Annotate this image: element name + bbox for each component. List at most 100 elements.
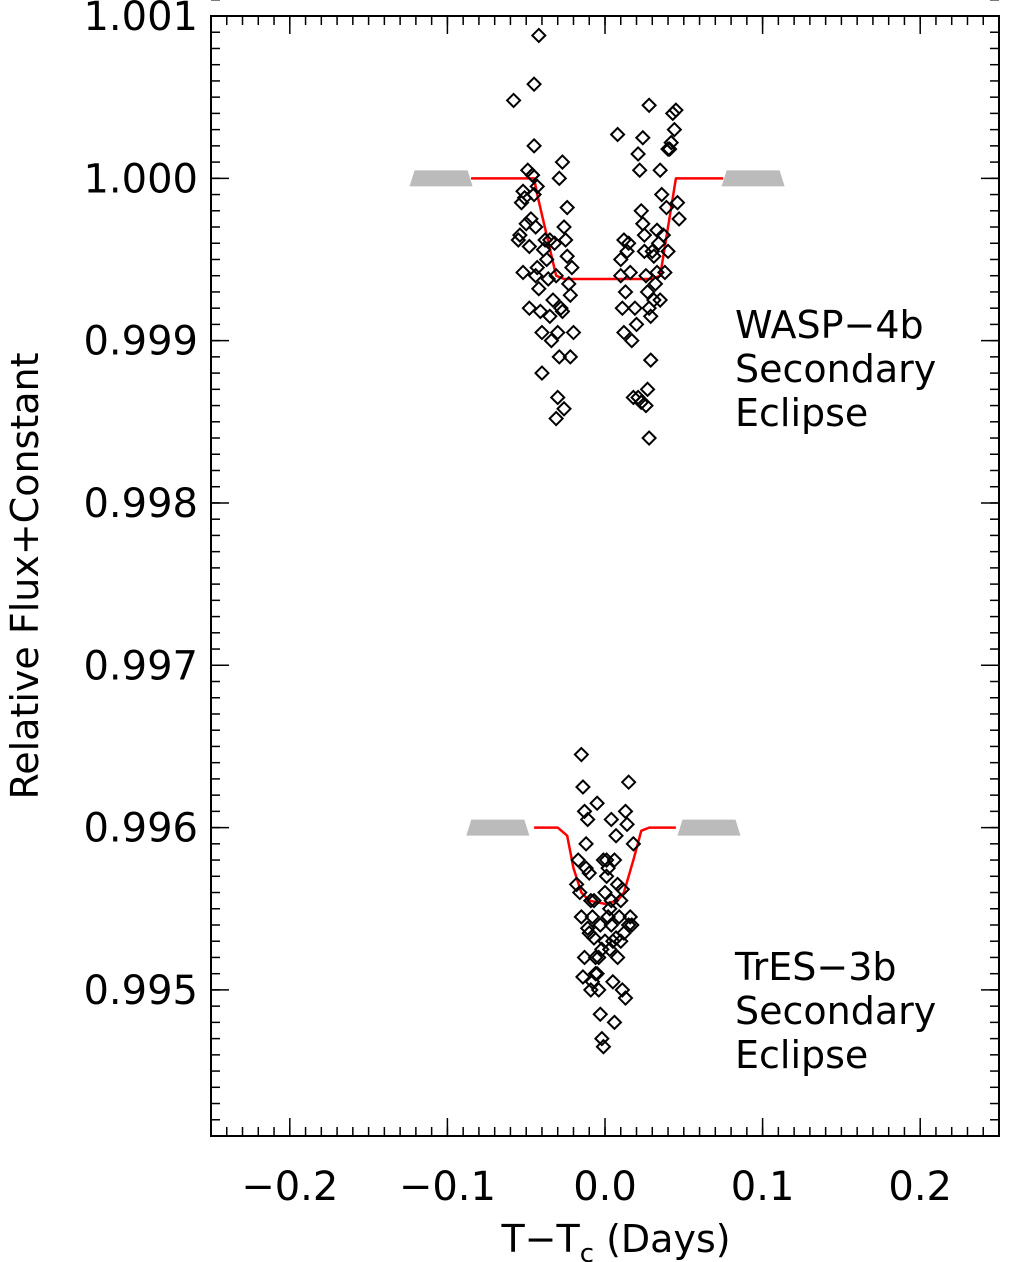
x-tick-label: 0.1	[731, 1164, 795, 1210]
data-point-diamond	[630, 389, 647, 406]
data-point-diamond	[633, 394, 650, 411]
y-tick-labels: 1.001 1.000 0.999 0.998 0.997 0.996 0.995	[83, 0, 198, 1014]
data-point-diamond	[551, 170, 568, 187]
annotation-wasp4b: WASP−4b Secondary Eclipse	[735, 303, 948, 435]
baseline-bar	[466, 819, 530, 836]
data-point-diamond	[595, 1038, 612, 1055]
data-point-diamond	[642, 308, 659, 325]
data-point-diamond	[513, 194, 530, 211]
data-point-diamond	[664, 105, 681, 122]
data-point-diamond	[608, 930, 624, 946]
data-point-diamond	[625, 389, 642, 406]
annotation-tres3b-line2: Secondary	[735, 989, 936, 1033]
data-point-diamond	[612, 251, 629, 268]
data-point-diamond	[636, 243, 653, 260]
data-point-diamond	[658, 199, 675, 216]
data-point-diamond	[526, 137, 542, 154]
annotation-wasp4b-line1: WASP−4b	[735, 303, 924, 347]
data-point-diamond	[568, 876, 585, 893]
data-point-diamond	[652, 292, 669, 308]
data-point-diamond	[554, 154, 571, 171]
data-point-diamond	[549, 324, 566, 341]
data-point-diamond	[527, 219, 544, 235]
data-point-diamond	[636, 227, 653, 244]
data-point-diamond	[575, 969, 591, 985]
data-point-diamond	[587, 965, 604, 982]
data-point-diamond	[576, 803, 593, 820]
data-point-diamond	[604, 973, 621, 990]
data-point-diamond	[551, 348, 568, 365]
y-tick-label: 0.999	[83, 319, 198, 365]
data-points	[505, 27, 687, 1055]
data-point-diamond	[548, 410, 565, 427]
data-point-diamond	[563, 259, 580, 276]
data-point-diamond	[656, 264, 673, 281]
data-point-diamond	[601, 900, 618, 917]
data-point-diamond	[565, 324, 582, 341]
data-point-diamond	[582, 892, 599, 909]
data-point-diamond	[634, 215, 651, 232]
data-point-diamond	[519, 162, 536, 179]
data-point-diamond	[573, 908, 590, 925]
data-point-diamond	[606, 852, 623, 868]
data-point-diamond	[554, 303, 571, 320]
x-tick-label: 0.0	[573, 1164, 637, 1210]
data-point-diamond	[592, 917, 609, 933]
x-tick-label: 0.2	[888, 1164, 952, 1210]
data-point-diamond	[578, 860, 595, 877]
baseline-bar	[677, 819, 741, 836]
data-point-diamond	[623, 332, 640, 349]
data-point-diamond	[639, 284, 656, 300]
data-point-diamond	[614, 300, 631, 317]
data-point-diamond	[579, 811, 596, 828]
annotation-tres3b-line3: Eclipse	[735, 1033, 868, 1077]
data-point-diamond	[641, 430, 658, 446]
y-tick-label: 1.000	[83, 156, 198, 202]
y-tick-label: 0.996	[83, 806, 198, 852]
data-point-diamond	[620, 917, 637, 933]
data-point-diamond	[582, 981, 599, 998]
data-point-diamond	[603, 811, 620, 828]
data-point-diamond	[614, 881, 631, 898]
data-point-diamond	[653, 186, 670, 203]
data-point-diamond	[538, 251, 555, 268]
data-point-diamond	[556, 400, 572, 417]
data-point-diamond	[559, 248, 576, 265]
data-point-diamond	[609, 949, 626, 966]
data-point-diamond	[606, 1014, 623, 1031]
data-point-diamond	[655, 227, 672, 244]
data-point-diamond	[562, 348, 579, 365]
data-point-diamond	[633, 202, 650, 219]
data-point-diamond	[660, 243, 676, 260]
data-point-diamond	[630, 146, 647, 162]
data-point-diamond	[584, 908, 601, 925]
data-point-diamond	[521, 300, 538, 317]
data-point-diamond	[534, 365, 550, 382]
annotation-wasp4b-line3: Eclipse	[735, 391, 868, 435]
data-point-diamond	[527, 267, 544, 284]
baseline-bars	[409, 170, 785, 836]
data-point-diamond	[581, 865, 598, 881]
data-point-diamond	[543, 332, 560, 349]
data-point-diamond	[521, 238, 538, 255]
data-point-diamond	[668, 102, 684, 119]
data-point-diamond	[587, 949, 604, 966]
annotation-tres3b: TrES−3b Secondary Eclipse	[734, 945, 948, 1077]
x-axis-label-subscript: c	[580, 1239, 594, 1262]
data-point-diamond	[619, 816, 635, 833]
data-point-diamond	[515, 183, 531, 200]
data-point-diamond	[642, 352, 659, 369]
data-point-diamond	[619, 243, 635, 260]
x-axis-label-suffix: (Days)	[594, 1217, 731, 1261]
data-point-diamond	[573, 746, 590, 763]
x-tick-label: −0.2	[241, 1164, 338, 1210]
data-point-diamond	[540, 271, 557, 287]
data-point-diamond	[541, 232, 558, 248]
data-point-diamond	[617, 990, 634, 1006]
data-point-diamond	[537, 232, 554, 248]
data-point-diamond	[609, 126, 626, 143]
data-point-diamond	[647, 275, 664, 292]
baseline-bar	[409, 170, 473, 187]
data-point-diamond	[595, 852, 612, 868]
data-point-diamond	[552, 300, 569, 317]
